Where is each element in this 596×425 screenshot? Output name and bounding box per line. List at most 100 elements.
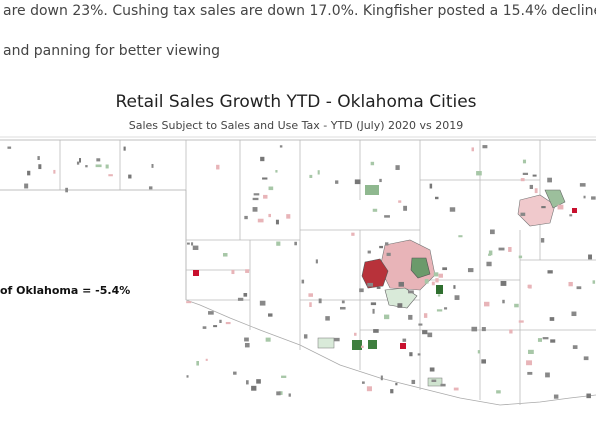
small-city bbox=[444, 307, 448, 310]
small-city bbox=[276, 391, 281, 396]
small-city bbox=[53, 169, 56, 174]
small-city bbox=[213, 325, 218, 328]
small-city bbox=[431, 281, 435, 286]
small-city bbox=[317, 170, 320, 175]
small-city bbox=[231, 269, 235, 275]
small-city bbox=[95, 164, 102, 168]
small-city bbox=[303, 334, 308, 339]
small-city bbox=[453, 285, 456, 289]
small-city bbox=[379, 178, 382, 183]
small-city bbox=[395, 382, 398, 386]
small-city bbox=[262, 177, 268, 180]
small-city bbox=[256, 379, 261, 384]
small-city bbox=[354, 332, 357, 336]
small-city bbox=[394, 252, 397, 257]
small-city bbox=[557, 204, 564, 210]
small-city bbox=[542, 337, 549, 340]
small-city bbox=[268, 186, 274, 191]
small-city bbox=[219, 319, 222, 324]
small-city bbox=[24, 183, 29, 189]
small-city bbox=[500, 280, 507, 286]
small-city bbox=[522, 159, 527, 164]
small-city bbox=[286, 214, 291, 219]
small-city bbox=[237, 297, 244, 301]
small-cities bbox=[7, 145, 596, 399]
small-city bbox=[257, 218, 264, 223]
small-city bbox=[76, 161, 80, 165]
small-city bbox=[429, 367, 435, 372]
small-city bbox=[476, 171, 482, 176]
small-city bbox=[509, 329, 513, 334]
small-city bbox=[437, 294, 441, 297]
small-city bbox=[440, 383, 446, 387]
small-city bbox=[276, 241, 281, 246]
small-city bbox=[202, 326, 207, 329]
small-city bbox=[520, 178, 525, 182]
small-city bbox=[527, 284, 531, 289]
small-city bbox=[225, 321, 231, 325]
small-city bbox=[518, 320, 524, 323]
small-city bbox=[532, 174, 537, 177]
small-city bbox=[477, 350, 480, 354]
small-city bbox=[373, 329, 379, 333]
small-city bbox=[403, 205, 408, 211]
small-city bbox=[151, 164, 154, 168]
small-city bbox=[547, 177, 552, 183]
small-city bbox=[288, 393, 291, 397]
small-city bbox=[216, 164, 220, 170]
small-city bbox=[252, 207, 258, 212]
small-city bbox=[275, 170, 278, 173]
small-city bbox=[245, 269, 250, 273]
small-city bbox=[325, 316, 330, 321]
small-city bbox=[453, 387, 459, 391]
small-city bbox=[384, 314, 390, 320]
small-city bbox=[454, 295, 460, 300]
small-city bbox=[315, 259, 318, 264]
small-city bbox=[537, 338, 542, 342]
small-city bbox=[409, 352, 413, 357]
article-text: are down 23%. Cushing tax sales are down… bbox=[3, 3, 596, 19]
small-city bbox=[208, 311, 214, 315]
small-city bbox=[529, 184, 534, 189]
small-city bbox=[38, 164, 42, 170]
small-city bbox=[386, 252, 391, 256]
small-city bbox=[398, 200, 402, 203]
small-city bbox=[592, 280, 596, 284]
small-city bbox=[309, 302, 312, 307]
small-city bbox=[265, 337, 271, 342]
small-city bbox=[481, 359, 487, 364]
small-city bbox=[360, 345, 364, 348]
small-city bbox=[79, 158, 82, 163]
small-city bbox=[433, 272, 439, 277]
small-city bbox=[244, 342, 250, 348]
small-city bbox=[438, 273, 443, 278]
small-city bbox=[520, 212, 526, 216]
small-city bbox=[579, 183, 586, 187]
small-city bbox=[488, 250, 493, 256]
small-city bbox=[279, 145, 283, 148]
small-city bbox=[259, 300, 266, 306]
small-city bbox=[260, 156, 265, 162]
article-text: and panning for better viewing bbox=[3, 43, 220, 59]
small-city bbox=[123, 146, 126, 151]
small-city bbox=[108, 174, 113, 177]
small-city bbox=[486, 261, 492, 267]
small-city bbox=[281, 375, 287, 378]
small-city bbox=[341, 300, 345, 304]
small-city bbox=[553, 394, 559, 399]
small-city bbox=[308, 293, 313, 297]
small-city bbox=[502, 299, 505, 304]
small-city bbox=[408, 290, 414, 294]
small-city bbox=[251, 385, 257, 391]
city-shapes bbox=[193, 185, 577, 387]
small-city bbox=[442, 267, 448, 271]
small-city bbox=[191, 242, 194, 246]
small-city bbox=[568, 281, 573, 287]
small-city bbox=[528, 349, 534, 355]
map-title: Retail Sales Growth YTD - Oklahoma Citie… bbox=[115, 92, 476, 112]
small-city bbox=[385, 242, 389, 246]
small-city bbox=[411, 379, 416, 385]
small-city bbox=[405, 269, 411, 275]
small-city bbox=[471, 326, 478, 332]
